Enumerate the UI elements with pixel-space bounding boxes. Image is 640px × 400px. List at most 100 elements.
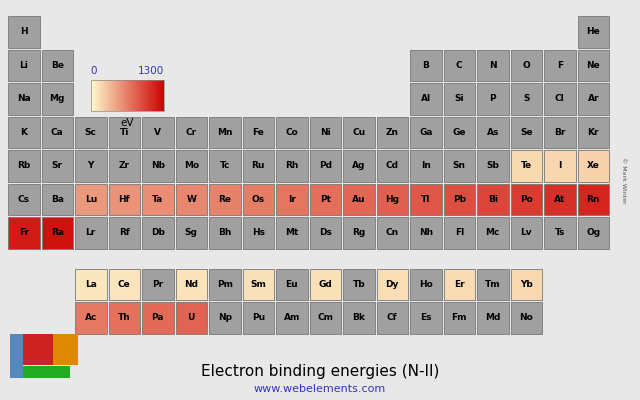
Bar (477, 83, 509, 114)
Bar (410, 217, 442, 248)
Bar (23, 334, 53, 365)
Bar (109, 302, 140, 334)
Text: Mc: Mc (486, 228, 500, 237)
Bar (276, 302, 307, 334)
Text: As: As (486, 128, 499, 137)
Bar (42, 150, 73, 182)
Text: Ge: Ge (452, 128, 466, 137)
Text: Cn: Cn (386, 228, 399, 237)
Text: Ru: Ru (252, 161, 265, 170)
Text: Sn: Sn (452, 161, 466, 170)
Text: Cd: Cd (386, 161, 399, 170)
Bar (376, 150, 408, 182)
Bar (209, 268, 241, 300)
Text: Gd: Gd (318, 280, 332, 289)
Bar (511, 268, 542, 300)
Bar (142, 268, 173, 300)
Text: Pu: Pu (252, 313, 265, 322)
Text: Ag: Ag (352, 161, 365, 170)
Text: Pm: Pm (217, 280, 233, 289)
Bar (477, 184, 509, 215)
Bar (175, 150, 207, 182)
Bar (243, 302, 274, 334)
Bar (42, 50, 73, 81)
Text: Am: Am (284, 313, 300, 322)
Bar (577, 116, 609, 148)
Text: Al: Al (420, 94, 431, 103)
Bar (276, 116, 307, 148)
Bar (142, 150, 173, 182)
Text: Mg: Mg (49, 94, 65, 103)
Text: Se: Se (520, 128, 532, 137)
Text: Fr: Fr (19, 228, 29, 237)
Bar (243, 217, 274, 248)
Text: Cl: Cl (555, 94, 564, 103)
Text: Ho: Ho (419, 280, 433, 289)
Bar (577, 16, 609, 48)
Bar (276, 217, 307, 248)
Text: Cu: Cu (352, 128, 365, 137)
Bar (511, 116, 542, 148)
Bar (310, 150, 341, 182)
Text: Tl: Tl (421, 195, 431, 204)
Bar (142, 217, 173, 248)
Text: Rf: Rf (119, 228, 130, 237)
Bar (410, 184, 442, 215)
Bar (577, 184, 609, 215)
Bar (209, 150, 241, 182)
Text: In: In (421, 161, 431, 170)
Bar (544, 83, 575, 114)
Text: Sg: Sg (185, 228, 198, 237)
Bar (175, 116, 207, 148)
Text: S: S (523, 94, 529, 103)
Bar (577, 83, 609, 114)
Text: Ti: Ti (120, 128, 129, 137)
Bar (511, 83, 542, 114)
Text: Cs: Cs (18, 195, 29, 204)
Text: Lv: Lv (520, 228, 532, 237)
Bar (276, 184, 307, 215)
Bar (343, 217, 374, 248)
Text: Er: Er (454, 280, 465, 289)
Bar (477, 116, 509, 148)
Bar (75, 302, 106, 334)
Bar (343, 268, 374, 300)
Bar (477, 302, 509, 334)
Text: Rn: Rn (587, 195, 600, 204)
Bar (42, 217, 73, 248)
Text: Md: Md (485, 313, 500, 322)
Bar (477, 268, 509, 300)
Text: Xe: Xe (587, 161, 600, 170)
Bar (511, 50, 542, 81)
Text: B: B (422, 61, 429, 70)
Text: C: C (456, 61, 463, 70)
Text: Kr: Kr (588, 128, 599, 137)
Bar (577, 150, 609, 182)
Text: Hg: Hg (385, 195, 399, 204)
Text: Pr: Pr (152, 280, 163, 289)
Bar (444, 50, 475, 81)
Text: P: P (490, 94, 496, 103)
Text: Zr: Zr (119, 161, 130, 170)
Text: Co: Co (285, 128, 298, 137)
Text: Tb: Tb (353, 280, 365, 289)
Text: No: No (520, 313, 533, 322)
Bar (544, 116, 575, 148)
Bar (8, 150, 40, 182)
Text: Th: Th (118, 313, 131, 322)
Text: Rb: Rb (17, 161, 30, 170)
Text: Cm: Cm (317, 313, 333, 322)
Bar (544, 217, 575, 248)
Bar (75, 184, 106, 215)
Bar (209, 116, 241, 148)
Bar (10, 334, 23, 378)
Text: Ba: Ba (51, 195, 64, 204)
Text: Sc: Sc (85, 128, 97, 137)
Bar (175, 184, 207, 215)
Bar (310, 116, 341, 148)
Bar (544, 184, 575, 215)
Bar (276, 268, 307, 300)
Text: Rh: Rh (285, 161, 298, 170)
Text: Li: Li (19, 61, 28, 70)
Bar (376, 184, 408, 215)
